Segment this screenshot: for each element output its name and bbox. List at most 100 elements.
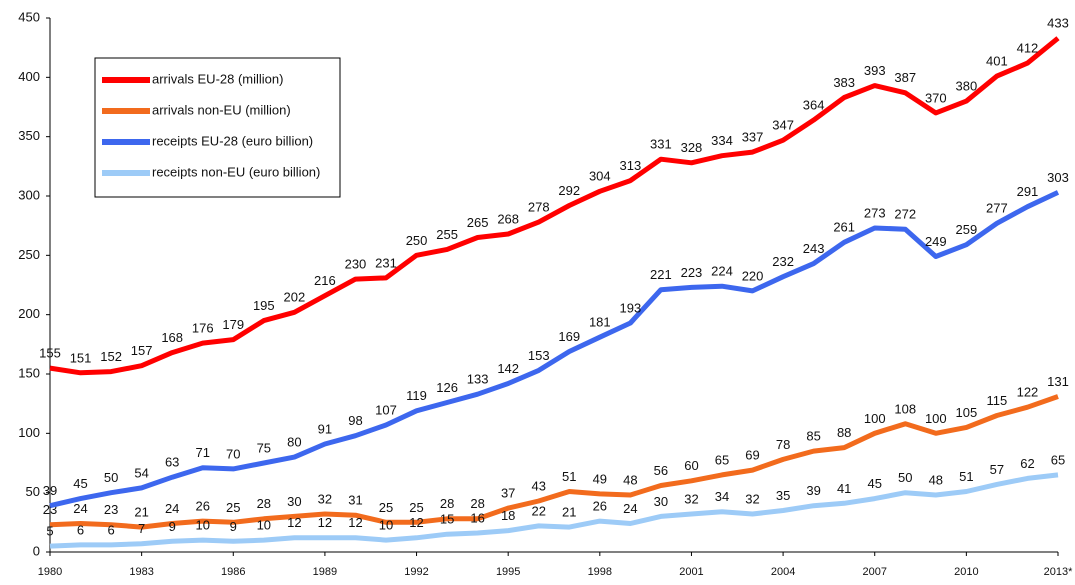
data-label: 255	[436, 227, 458, 242]
data-label: 304	[589, 169, 611, 184]
data-label: 24	[165, 501, 179, 516]
data-label: 32	[318, 491, 332, 506]
x-tick-label: 1980	[38, 566, 62, 578]
data-label: 50	[898, 470, 912, 485]
data-label: 181	[589, 315, 611, 330]
data-label: 142	[497, 361, 519, 376]
data-label: 10	[195, 518, 209, 533]
data-label: 272	[894, 207, 916, 222]
data-label: 223	[681, 265, 703, 280]
data-label: 12	[287, 515, 301, 530]
data-label: 12	[348, 515, 362, 530]
data-label: 32	[745, 491, 759, 506]
data-label: 63	[165, 455, 179, 470]
data-label: 50	[104, 470, 118, 485]
data-label: 433	[1047, 16, 1069, 31]
data-label: 10	[257, 518, 271, 533]
data-label: 291	[1017, 184, 1039, 199]
x-tick-label: 1998	[588, 566, 612, 578]
data-label: 51	[959, 469, 973, 484]
data-label: 157	[131, 343, 153, 358]
data-label: 328	[681, 140, 703, 155]
data-label: 100	[864, 411, 886, 426]
data-label: 383	[833, 75, 855, 90]
data-label: 193	[620, 300, 642, 315]
data-label: 24	[73, 501, 87, 516]
legend-label: receipts non-EU (euro billion)	[152, 164, 320, 179]
data-label: 108	[894, 401, 916, 416]
data-label: 51	[562, 469, 576, 484]
data-label: 133	[467, 372, 489, 387]
data-label: 65	[715, 452, 729, 467]
data-label: 334	[711, 133, 733, 148]
data-label: 91	[318, 421, 332, 436]
data-label: 49	[593, 471, 607, 486]
data-label: 380	[956, 79, 978, 94]
data-label: 21	[562, 505, 576, 520]
data-label: 41	[837, 481, 851, 496]
data-label: 69	[745, 448, 759, 463]
data-label: 221	[650, 267, 672, 282]
data-label: 364	[803, 97, 825, 112]
data-label: 259	[956, 222, 978, 237]
data-label: 32	[684, 491, 698, 506]
y-tick-label: 450	[18, 9, 40, 24]
data-label: 30	[287, 494, 301, 509]
data-label: 16	[470, 510, 484, 525]
series-line	[49, 190, 1060, 509]
data-label: 265	[467, 215, 489, 230]
series-line	[49, 36, 1060, 376]
data-label: 75	[257, 440, 271, 455]
data-label: 35	[776, 488, 790, 503]
data-label: 34	[715, 489, 729, 504]
data-label: 31	[348, 493, 362, 508]
data-label: 176	[192, 321, 214, 336]
data-label: 168	[161, 330, 183, 345]
x-tick-label: 1983	[129, 566, 153, 578]
data-label: 28	[257, 496, 271, 511]
y-tick-label: 250	[18, 247, 40, 262]
legend-label: arrivals EU-28 (million)	[152, 71, 283, 86]
x-tick-label: 1986	[221, 566, 245, 578]
data-label: 12	[409, 515, 423, 530]
data-label: 26	[195, 499, 209, 514]
y-tick-label: 400	[18, 69, 40, 84]
data-label: 179	[222, 317, 244, 332]
data-label: 107	[375, 402, 397, 417]
data-label: 37	[501, 486, 515, 501]
y-tick-label: 100	[18, 425, 40, 440]
data-label: 10	[379, 518, 393, 533]
data-label: 60	[684, 458, 698, 473]
legend-label: arrivals non-EU (million)	[152, 102, 291, 117]
x-tick-label: 2001	[679, 566, 703, 578]
data-label: 169	[558, 329, 580, 344]
data-label: 15	[440, 512, 454, 527]
x-tick-label: 1989	[313, 566, 337, 578]
data-label: 105	[956, 405, 978, 420]
data-label: 25	[226, 500, 240, 515]
data-label: 6	[77, 522, 84, 537]
data-label: 231	[375, 255, 397, 270]
data-label: 401	[986, 54, 1008, 69]
data-label: 78	[776, 437, 790, 452]
data-label: 56	[654, 463, 668, 478]
x-tick-label: 2004	[771, 566, 795, 578]
data-label: 278	[528, 200, 550, 215]
data-label: 151	[70, 350, 92, 365]
data-label: 80	[287, 435, 301, 450]
data-label: 243	[803, 241, 825, 256]
series-line	[49, 394, 1059, 530]
data-label: 88	[837, 425, 851, 440]
data-label: 202	[284, 290, 306, 305]
y-tick-label: 200	[18, 306, 40, 321]
data-label: 71	[195, 445, 209, 460]
data-label: 70	[226, 446, 240, 461]
data-label: 39	[806, 483, 820, 498]
y-tick-label: 150	[18, 365, 40, 380]
data-label: 268	[497, 211, 519, 226]
data-label: 45	[867, 476, 881, 491]
data-label: 347	[772, 118, 794, 133]
data-label: 48	[623, 472, 637, 487]
